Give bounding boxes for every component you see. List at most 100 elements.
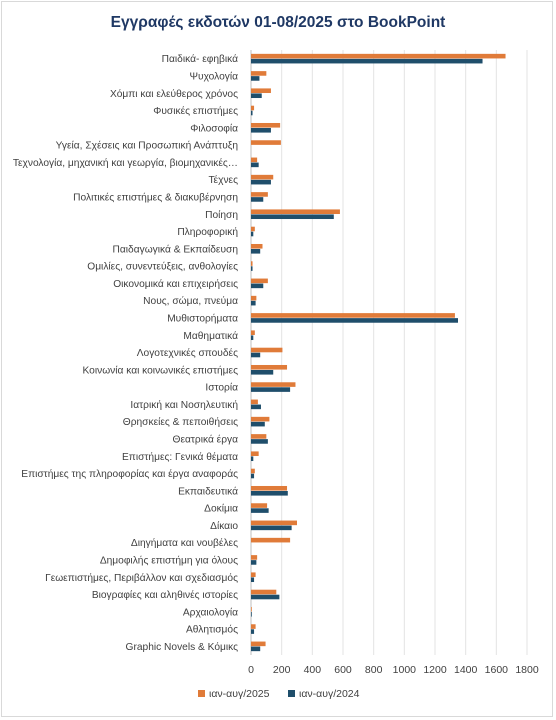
x-tick-label: 1200 <box>423 664 447 676</box>
category-label: Τέχνες <box>208 174 238 186</box>
x-axis-tick-labels: 0 200 400 600 800 1000 1200 1400 1600 1800 <box>248 664 539 676</box>
bar-2025 <box>251 485 288 491</box>
bar-2024 <box>251 369 274 375</box>
bar-2024 <box>251 76 260 81</box>
bar-2025 <box>251 261 253 266</box>
legend-swatch-2024 <box>288 690 295 697</box>
bar-2024 <box>251 335 254 341</box>
category-label: Μυθιστορήματα <box>167 313 238 325</box>
bar-2025 <box>251 295 257 301</box>
bar-2024 <box>251 318 458 323</box>
bar-2025 <box>251 243 263 249</box>
legend-swatch-2025 <box>198 690 205 697</box>
bar-2024 <box>251 439 268 444</box>
bar-2025 <box>251 53 506 59</box>
bar-2025 <box>251 330 255 336</box>
category-label: Αρχαιολογία <box>183 606 238 618</box>
bar-2024 <box>251 646 261 652</box>
category-label: Φιλοσοφία <box>190 122 238 134</box>
category-label: Ομιλίες, συνεντεύξεις, ανθολογίες <box>87 261 238 273</box>
bar-2025 <box>251 313 455 318</box>
bars <box>251 53 506 652</box>
bar-2024 <box>251 162 259 168</box>
bar-2025 <box>251 105 255 111</box>
x-tick-label: 0 <box>248 664 254 676</box>
category-label: Οικονομικά και επιχειρήσεις <box>113 278 238 290</box>
bar-2025 <box>251 226 255 232</box>
category-label: Νους, σώμα, πνεύμα <box>143 295 238 307</box>
legend-label: ιαν-αυγ/2025 <box>209 688 270 700</box>
bar-2024 <box>251 93 262 99</box>
bar-2024 <box>251 266 253 271</box>
bar-2025 <box>251 364 288 370</box>
bar-2025 <box>251 520 297 526</box>
bar-2025 <box>251 641 266 647</box>
category-label: Χόμπι και ελεύθερος χρόνος <box>110 88 238 100</box>
x-tick-label: 600 <box>334 664 352 676</box>
bar-2024 <box>251 214 334 220</box>
category-label: Δίκαιο <box>210 520 238 532</box>
bar-2025 <box>251 624 256 629</box>
bar-2025 <box>251 537 291 543</box>
category-label: Εκπαιδευτικά <box>178 485 238 497</box>
category-label: Δοκίμια <box>204 503 238 515</box>
category-label: Ιατρική και Νοσηλευτική <box>130 399 238 411</box>
category-label: Ποίηση <box>205 209 238 221</box>
bar-2025 <box>251 88 271 94</box>
bar-2025 <box>251 572 256 578</box>
category-label: Βιογραφίες και αληθινές ιστορίες <box>92 589 238 601</box>
bar-2025 <box>251 399 258 405</box>
bar-2025 <box>251 278 268 284</box>
bar-2025 <box>251 589 277 595</box>
category-label: Τεχνολογία, μηχανική και γεωργία, βιομηχ… <box>13 157 238 169</box>
category-label: Θεατρικά έργα <box>173 434 239 446</box>
bar-2024 <box>251 508 269 513</box>
category-label: Επιστήμες της πληροφορίας και έργα αναφο… <box>21 468 238 480</box>
category-label: Υγεία, Σχέσεις και Προσωπική Ανάπτυξη <box>56 140 238 152</box>
category-label: Πολιτικές επιστήμες & διακυβέρνηση <box>73 192 238 204</box>
category-label: Κοινωνία και κοινωνικές επιστήμες <box>83 364 239 376</box>
bar-2025 <box>251 140 281 145</box>
bar-2024 <box>251 387 291 392</box>
category-label: Παιδικά- εφηβικά <box>162 53 238 65</box>
x-tick-label: 1000 <box>393 664 417 676</box>
bar-2025 <box>251 209 340 215</box>
bar-2025 <box>251 192 268 197</box>
x-tick-label: 1800 <box>515 664 539 676</box>
x-tick-label: 400 <box>304 664 322 676</box>
category-label: Λογοτεχνικές σπουδές <box>137 347 238 359</box>
category-label: Ιστορία <box>205 382 238 394</box>
gridlines <box>250 50 528 655</box>
bar-2024 <box>251 110 253 116</box>
category-label: Μαθηματικά <box>183 330 238 342</box>
bar-2024 <box>251 629 255 634</box>
bar-2025 <box>251 382 296 387</box>
bar-2024 <box>251 611 252 617</box>
bar-2024 <box>251 352 261 358</box>
bar-2025 <box>251 451 259 457</box>
category-label: Graphic Novels & Κόμικς <box>126 641 239 653</box>
chart-title: Εγγραφές εκδοτών 01-08/2025 στο BookPoin… <box>110 14 446 31</box>
category-label: Δημοφιλής επιστήμη για όλους <box>100 555 238 567</box>
category-label: Επιστήμες: Γενικά θέματα <box>122 451 238 463</box>
bar-2025 <box>251 555 258 560</box>
bar-2024 <box>251 421 265 427</box>
category-label: Φυσικές επιστήμες <box>153 105 238 117</box>
legend: ιαν-αυγ/2025 ιαν-αυγ/2024 <box>198 688 360 700</box>
bar-2024 <box>251 560 257 565</box>
bar-2025 <box>251 434 267 439</box>
x-tick-label: 1600 <box>485 664 509 676</box>
bar-2025 <box>251 606 252 612</box>
bar-2024 <box>251 127 271 133</box>
bar-2025 <box>251 122 281 128</box>
bar-2024 <box>251 283 264 289</box>
x-tick-label: 200 <box>273 664 291 676</box>
x-tick-label: 800 <box>365 664 383 676</box>
bar-2025 <box>251 503 268 508</box>
category-labels: Παιδικά- εφηβικά Ψυχολογία Χόμπι και ελεύθ… <box>13 53 238 653</box>
bar-2024 <box>251 179 271 185</box>
bar-2024 <box>251 577 255 583</box>
bar-2024 <box>251 456 254 462</box>
category-label: Ψυχολογία <box>190 71 239 83</box>
bar-2024 <box>251 248 261 254</box>
